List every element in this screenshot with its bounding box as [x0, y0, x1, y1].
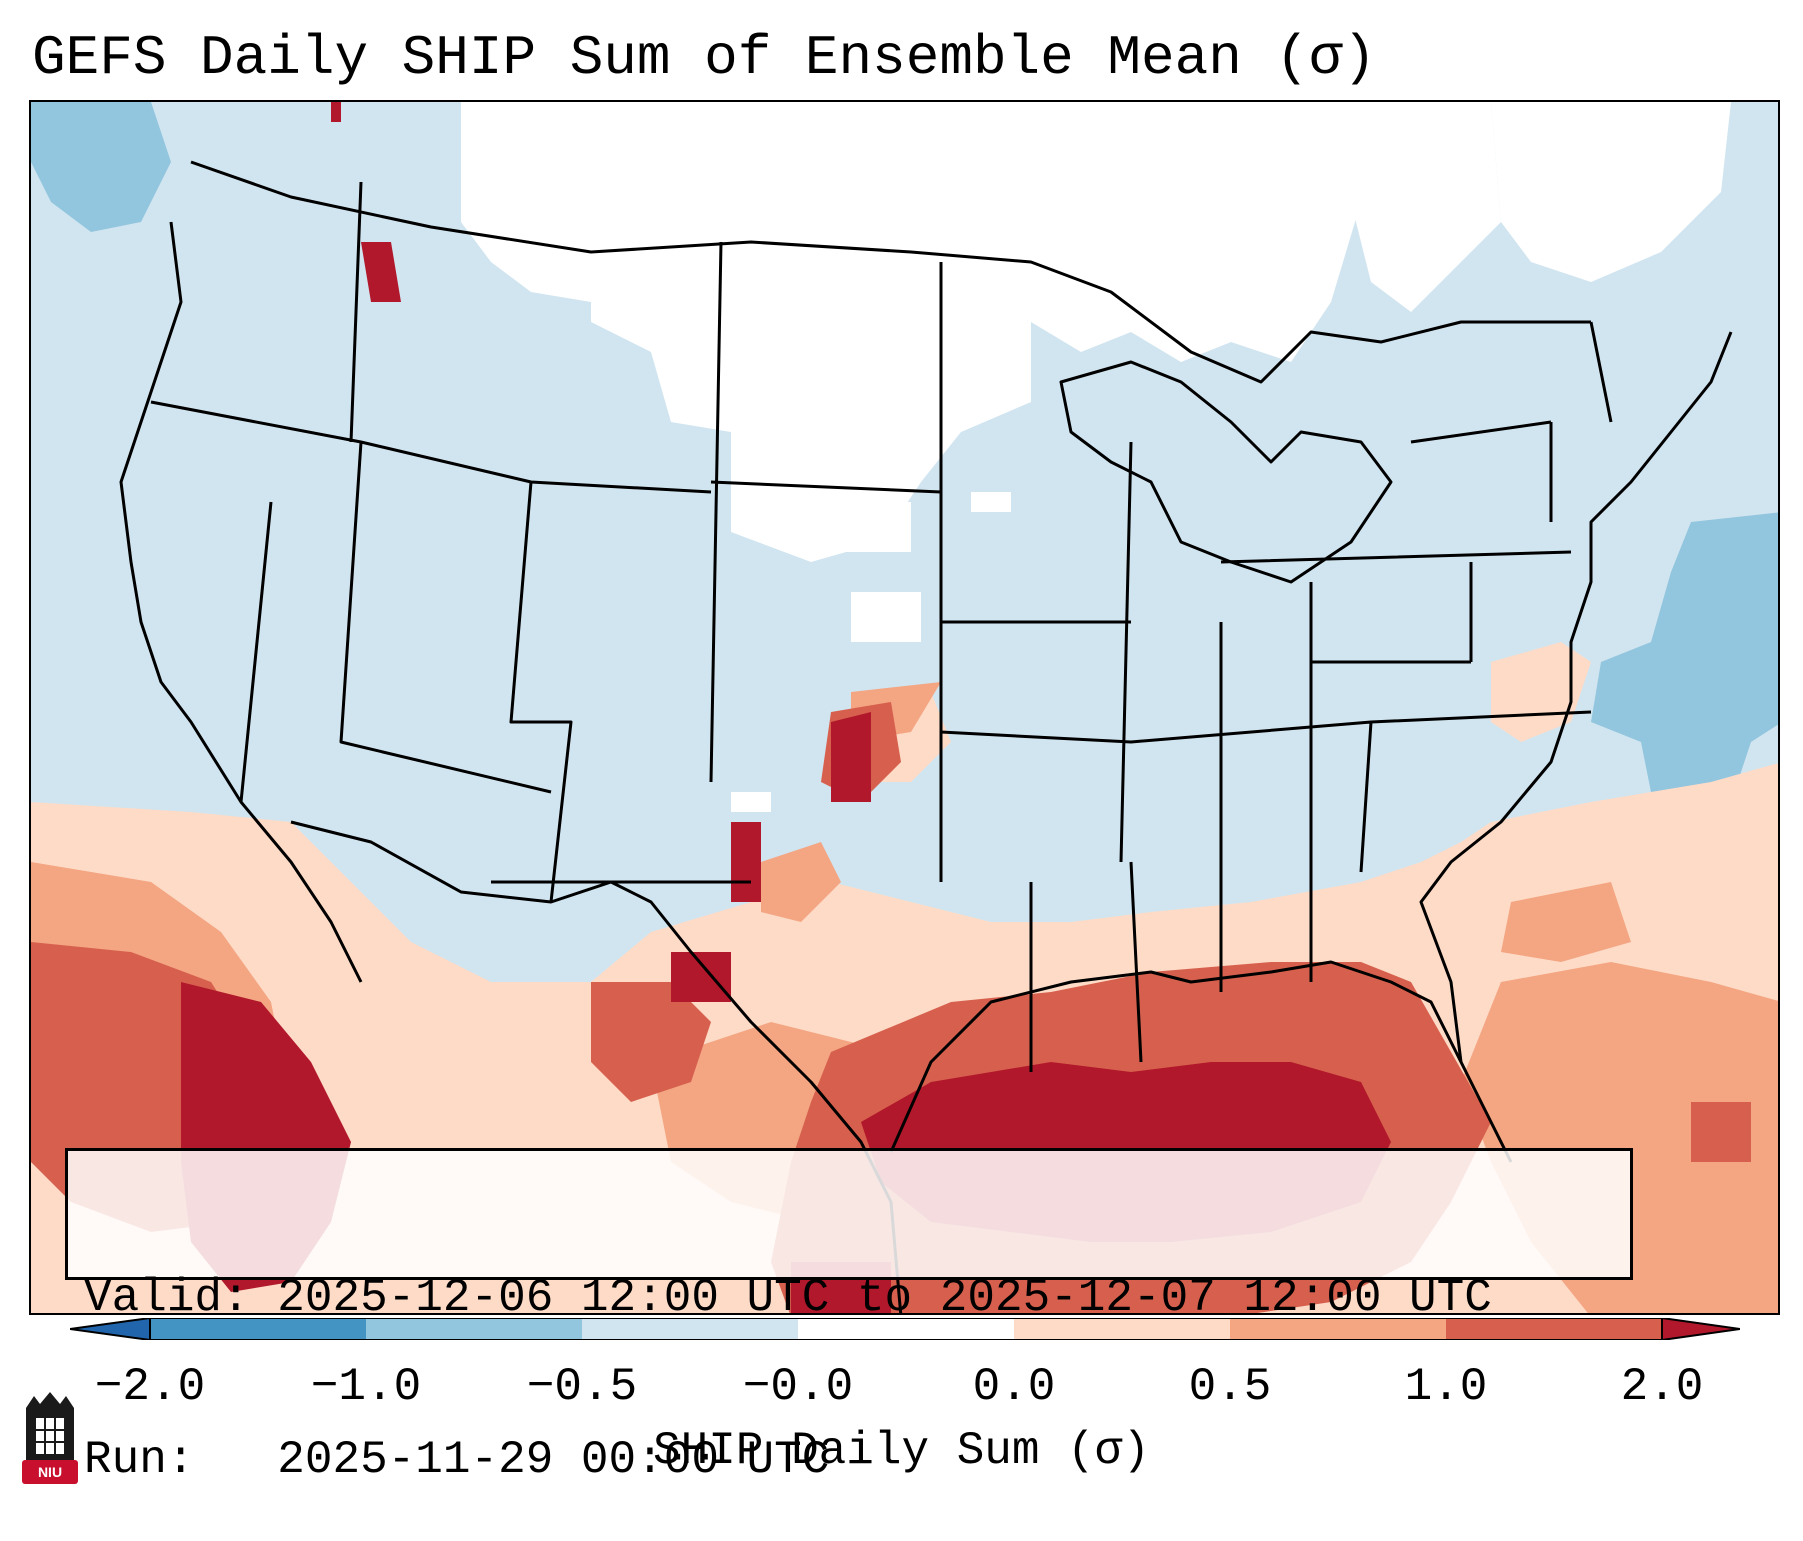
run-label: Run:	[84, 1434, 195, 1486]
validity-info-box: Valid: 2025-12-06 12:00 UTC to 2025-12-0…	[65, 1148, 1633, 1486]
run-row: Run: 2025-11-29 00:00 UTC	[84, 1433, 1630, 1487]
colorbar-extend-high	[1661, 1318, 1740, 1340]
colorbar-segment-neg05-neg0	[582, 1318, 798, 1340]
colorbar-segment-05-1	[1230, 1318, 1446, 1340]
state-lines-central	[939, 262, 1592, 1072]
slightly-negative-region	[31, 102, 1778, 802]
political-boundaries	[119, 160, 1733, 1313]
colorbar-tick-neg05: −0.5	[526, 1361, 638, 1413]
us-canada-border	[190, 160, 1591, 384]
map-panel	[29, 100, 1780, 1315]
valid-row: Valid: 2025-12-06 12:00 UTC to 2025-12-0…	[84, 1271, 1630, 1325]
state-lines-west	[150, 181, 942, 903]
run-time: 2025-11-29 00:00 UTC	[277, 1434, 830, 1486]
colorbar-tick-neg2: −2.0	[94, 1361, 206, 1413]
valid-label: Valid:	[84, 1272, 250, 1324]
east-coast	[1419, 331, 1733, 1063]
colorbar	[70, 1318, 1740, 1340]
colorbar-label: SHIP Daily Sum (σ)	[653, 1425, 1150, 1477]
colorbar-tick-2: 2.0	[1620, 1361, 1704, 1413]
colorbar-tick-neg1: −1.0	[310, 1361, 422, 1413]
colorbar-tick-neg0: −0.0	[742, 1361, 854, 1413]
valid-time-range: 2025-12-06 12:00 UTC to 2025-12-07 12:00…	[277, 1272, 1492, 1324]
state-lines-east	[1220, 321, 1613, 664]
colorbar-extend-low	[70, 1318, 151, 1340]
colorbar-tick-05: 0.5	[1188, 1361, 1272, 1413]
colorbar-segment-neg2-neg1	[150, 1318, 366, 1340]
colorbar-segment-neg1-neg05	[366, 1318, 582, 1340]
chart-title: GEFS Daily SHIP Sum of Ensemble Mean (σ)	[32, 26, 1377, 90]
near-zero-region	[461, 102, 1731, 812]
colorbar-tick-0: 0.0	[972, 1361, 1056, 1413]
niu-logo-text: NIU	[37, 1464, 63, 1480]
colorbar-segment-neg0-0	[798, 1318, 1014, 1340]
niu-logo-icon	[22, 1392, 78, 1484]
colorbar-tick-1: 1.0	[1404, 1361, 1488, 1413]
colorbar-segment-0-05	[1014, 1318, 1230, 1340]
colorbar-segment-1-2	[1446, 1318, 1662, 1340]
west-coast	[119, 221, 363, 983]
ship-map	[31, 102, 1778, 1313]
niu-logo: NIU	[22, 1390, 78, 1486]
